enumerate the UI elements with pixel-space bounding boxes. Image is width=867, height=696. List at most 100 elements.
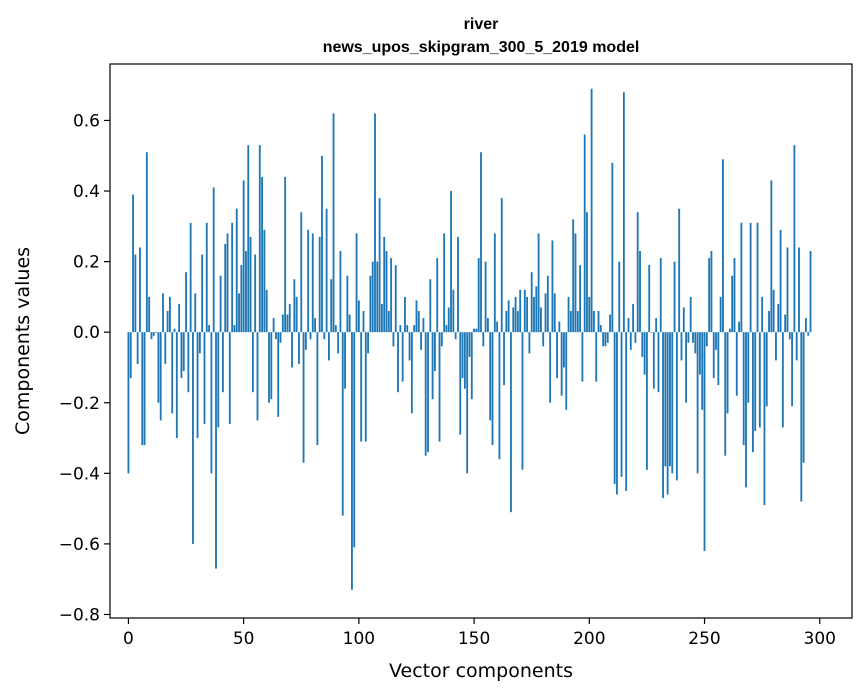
bar bbox=[726, 332, 729, 414]
bar bbox=[482, 332, 485, 347]
chart-title: river bbox=[464, 16, 499, 33]
bar bbox=[459, 332, 462, 435]
bar bbox=[168, 296, 171, 333]
bar bbox=[583, 134, 586, 333]
bar bbox=[516, 311, 519, 333]
bar bbox=[588, 296, 591, 333]
bar bbox=[440, 332, 443, 347]
bar bbox=[528, 332, 531, 354]
bar bbox=[523, 289, 526, 333]
bar bbox=[210, 332, 213, 474]
x-tick-label: 300 bbox=[804, 629, 836, 649]
bar bbox=[722, 159, 724, 333]
bar bbox=[659, 258, 662, 333]
bar bbox=[150, 332, 153, 340]
bar bbox=[781, 332, 784, 428]
bar bbox=[357, 300, 360, 333]
bar bbox=[671, 332, 674, 474]
bar bbox=[245, 251, 247, 333]
bar bbox=[293, 279, 296, 333]
bar bbox=[514, 296, 517, 333]
x-tick-label: 100 bbox=[343, 629, 375, 649]
bar bbox=[371, 261, 374, 333]
y-tick-label: −0.4 bbox=[59, 464, 100, 484]
bar bbox=[779, 229, 782, 333]
bar bbox=[567, 296, 570, 333]
bar bbox=[427, 332, 429, 453]
bar bbox=[761, 296, 764, 333]
bar bbox=[563, 332, 565, 368]
bar bbox=[565, 332, 568, 410]
bar bbox=[576, 311, 579, 333]
y-tick-label: 0.2 bbox=[73, 253, 100, 273]
bar bbox=[318, 236, 321, 333]
bar bbox=[364, 332, 367, 442]
bar bbox=[798, 247, 800, 333]
bar bbox=[436, 258, 439, 333]
bar bbox=[311, 233, 314, 333]
plot-frame bbox=[109, 63, 853, 619]
bar bbox=[537, 233, 540, 333]
bar bbox=[404, 296, 406, 333]
bar bbox=[675, 332, 678, 481]
bar bbox=[784, 314, 787, 333]
bar bbox=[263, 229, 266, 333]
bar bbox=[602, 332, 605, 347]
bar bbox=[175, 332, 178, 439]
bar bbox=[551, 240, 554, 333]
bar bbox=[463, 332, 466, 389]
bar bbox=[431, 332, 434, 400]
bar bbox=[219, 275, 222, 333]
bar bbox=[461, 332, 464, 379]
bar bbox=[809, 251, 812, 333]
bar bbox=[454, 332, 457, 340]
bar bbox=[334, 325, 337, 333]
bar bbox=[742, 332, 745, 446]
bar bbox=[302, 332, 305, 463]
bar bbox=[673, 261, 676, 333]
bar bbox=[226, 233, 229, 333]
bar bbox=[645, 332, 648, 470]
bar bbox=[212, 187, 215, 333]
bar bbox=[228, 332, 231, 424]
bar bbox=[804, 318, 807, 333]
bar bbox=[429, 279, 432, 333]
bar bbox=[503, 332, 505, 386]
y-tick-label: 0.4 bbox=[73, 182, 100, 202]
bar bbox=[491, 332, 494, 446]
bar bbox=[182, 332, 185, 371]
bar bbox=[512, 307, 515, 333]
bar bbox=[288, 303, 291, 333]
bar bbox=[203, 332, 206, 424]
bar bbox=[592, 311, 595, 333]
bar bbox=[800, 332, 803, 502]
bar bbox=[685, 332, 688, 403]
bar bbox=[233, 325, 236, 333]
x-tick-label: 50 bbox=[233, 629, 255, 649]
bar bbox=[652, 332, 655, 389]
bar bbox=[196, 332, 199, 439]
bar bbox=[249, 236, 252, 333]
x-tick-label: 250 bbox=[688, 629, 720, 649]
bar bbox=[254, 254, 257, 333]
bar bbox=[376, 261, 379, 333]
bar bbox=[346, 275, 349, 333]
y-axis-ticks: −0.8 −0.6 −0.4 −0.2 0.0 0.2 0.4 0.6 bbox=[59, 111, 110, 625]
bar bbox=[641, 332, 644, 357]
bar bbox=[390, 258, 393, 333]
bar bbox=[625, 332, 628, 491]
y-tick-label: −0.8 bbox=[59, 605, 100, 625]
bar bbox=[344, 332, 346, 389]
bar bbox=[569, 311, 572, 333]
bar bbox=[657, 332, 660, 393]
bar bbox=[581, 332, 584, 382]
bar bbox=[380, 303, 383, 333]
bar bbox=[791, 332, 794, 407]
bar bbox=[500, 198, 503, 333]
bar bbox=[669, 332, 671, 467]
bar bbox=[579, 265, 582, 333]
bar bbox=[542, 332, 545, 347]
bar bbox=[291, 332, 293, 368]
bar bbox=[224, 243, 227, 333]
